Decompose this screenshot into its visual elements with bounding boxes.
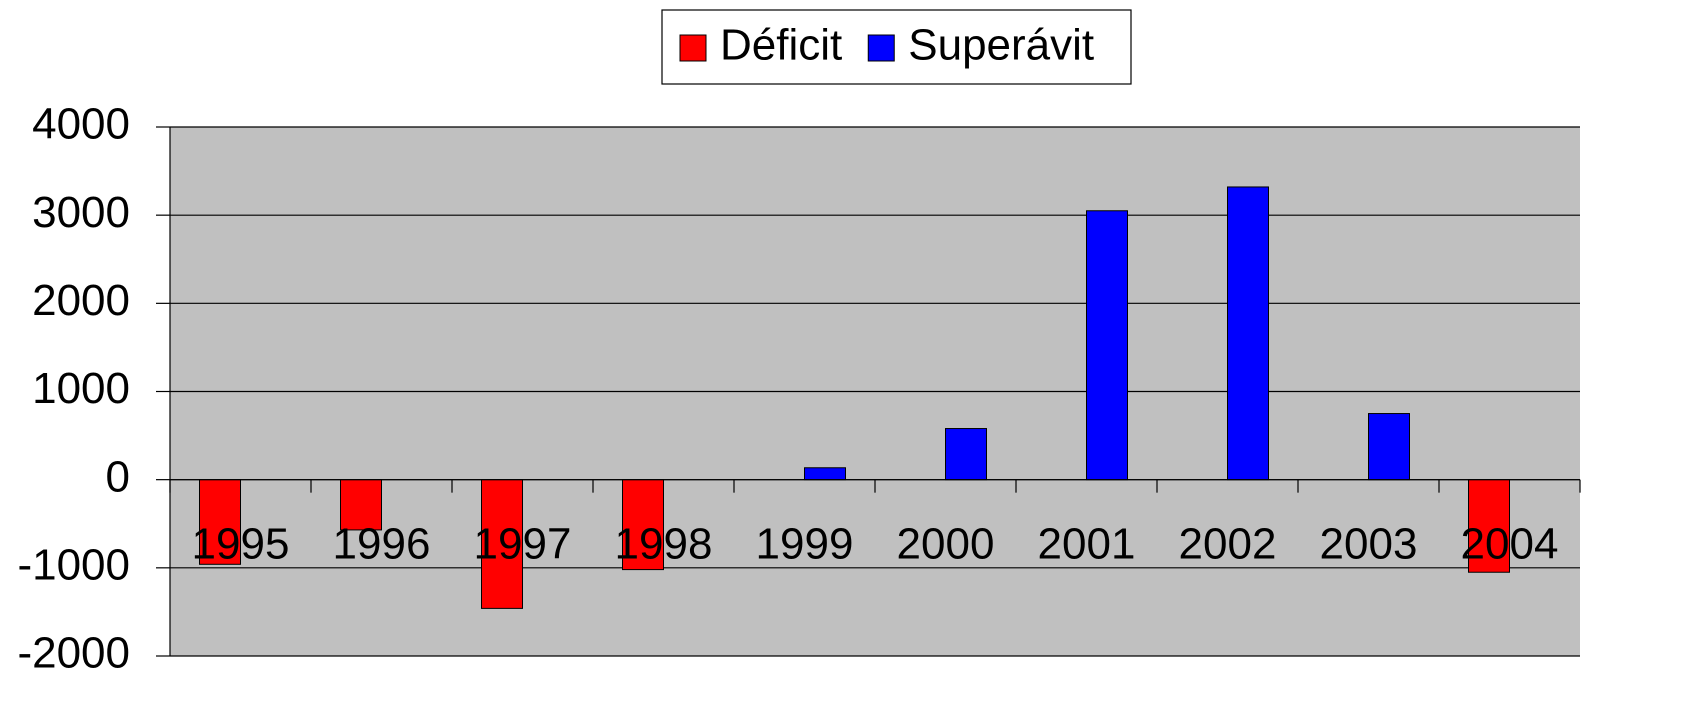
bar: [1086, 210, 1128, 481]
y-tick-label: 0: [106, 452, 130, 501]
bar: [945, 428, 987, 481]
legend-label: Déficit: [720, 21, 842, 70]
x-tick-label: 2003: [1320, 520, 1418, 569]
y-tick-label: -1000: [17, 540, 130, 589]
bar: [481, 479, 523, 609]
legend-label: Superávit: [908, 21, 1094, 70]
bar: [340, 479, 382, 531]
y-tick-label: 2000: [32, 276, 130, 325]
y-tick-label: -2000: [17, 629, 130, 678]
x-tick-label: 1995: [192, 520, 290, 569]
x-tick-label: 2004: [1461, 520, 1559, 569]
x-tick-label: 1996: [333, 520, 431, 569]
x-tick-label: 1998: [615, 520, 713, 569]
y-tick-label: 3000: [32, 188, 130, 237]
x-tick-label: 1999: [756, 520, 854, 569]
bar: [1368, 413, 1410, 481]
legend-swatch: [867, 34, 895, 62]
x-tick-label: 2002: [1179, 520, 1277, 569]
y-tick-label: 1000: [32, 364, 130, 413]
x-tick-label: 1997: [474, 520, 572, 569]
legend-swatch: [679, 34, 707, 62]
x-tick-label: 2001: [1038, 520, 1136, 569]
legend-box: [661, 9, 1132, 85]
x-tick-label: 2000: [897, 520, 995, 569]
bar: [1227, 186, 1269, 481]
bar: [1468, 479, 1510, 573]
bar: [199, 479, 241, 565]
y-tick-label: 4000: [32, 100, 130, 149]
bar: [804, 467, 846, 481]
